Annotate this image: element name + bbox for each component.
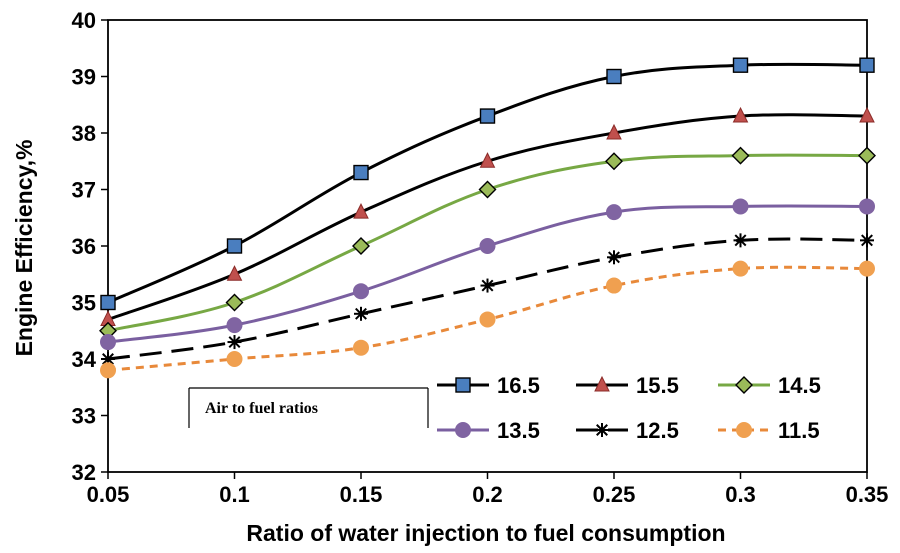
- data-point: [226, 265, 243, 281]
- data-point: [605, 152, 623, 171]
- data-point: [480, 278, 495, 293]
- data-point: [479, 152, 496, 168]
- data-point: [353, 202, 369, 219]
- legend-entry: 16.5: [437, 373, 540, 398]
- series-11-5: [100, 260, 875, 379]
- y-tick-label: 34: [72, 347, 97, 372]
- series-15-5: [100, 106, 875, 326]
- data-point: [859, 260, 875, 277]
- x-tick-label: 0.05: [87, 482, 130, 507]
- data-point: [479, 108, 496, 124]
- series-line: [107, 237, 868, 361]
- y-tick-label: 37: [72, 178, 96, 203]
- legend-marker: [736, 422, 752, 438]
- x-tick-label: 0.25: [593, 482, 636, 507]
- y-tick-label: 38: [72, 121, 96, 146]
- legend-entry: 15.5: [576, 373, 679, 398]
- y-tick-label: 40: [72, 8, 96, 33]
- data-point: [732, 260, 749, 277]
- legend-label: 11.5: [778, 418, 820, 443]
- series-12-5: [101, 233, 874, 366]
- data-point: [732, 198, 749, 215]
- series-16-5: [100, 57, 875, 311]
- data-point: [353, 339, 369, 356]
- legend-entry: 12.5: [576, 418, 679, 443]
- data-point: [226, 317, 243, 334]
- legend-marker: [735, 376, 753, 394]
- y-tick-label: 33: [72, 404, 96, 429]
- data-point: [226, 351, 243, 367]
- data-point: [732, 106, 749, 123]
- data-point: [100, 362, 116, 379]
- data-point: [859, 198, 875, 215]
- data-point: [100, 334, 116, 351]
- y-tick-label: 35: [72, 291, 96, 316]
- x-tick-label: 0.2: [472, 482, 503, 507]
- legend-label: 14.5: [778, 373, 821, 398]
- data-point: [607, 250, 621, 265]
- x-axis-title: Ratio of water injection to fuel consump…: [246, 520, 725, 546]
- data-point: [732, 57, 749, 73]
- legend-entry: 13.5: [437, 418, 540, 443]
- legend-label: 13.5: [497, 418, 540, 443]
- legend-marker: [594, 375, 610, 392]
- annotation-label: Air to fuel ratios: [205, 400, 318, 417]
- data-point: [733, 233, 748, 248]
- legend-label: 15.5: [636, 373, 679, 398]
- y-axis-title: Engine Efficiency,%: [11, 140, 37, 357]
- data-point: [226, 238, 243, 254]
- x-tick-label: 0.1: [219, 482, 250, 507]
- data-point: [225, 293, 244, 312]
- data-point: [606, 68, 622, 85]
- data-point: [352, 237, 370, 255]
- data-point: [859, 106, 875, 123]
- data-point: [353, 283, 369, 300]
- data-point: [860, 233, 874, 248]
- data-point: [606, 123, 622, 140]
- data-point: [353, 164, 369, 181]
- series-13-5: [100, 198, 875, 351]
- y-tick-label: 32: [72, 460, 96, 485]
- legend-entry: 14.5: [718, 373, 821, 398]
- x-tick-label: 0.35: [846, 482, 889, 507]
- legend-label: 12.5: [636, 418, 679, 443]
- data-point: [606, 277, 622, 294]
- data-point: [100, 294, 116, 311]
- y-tick-label: 36: [72, 234, 96, 259]
- data-point: [731, 146, 750, 165]
- data-point: [606, 204, 622, 221]
- legend-entry: 11.5: [718, 418, 820, 443]
- x-tick-label: 0.3: [725, 482, 756, 507]
- legend-marker: [455, 422, 471, 438]
- legend-marker: [455, 377, 471, 393]
- y-tick-label: 39: [72, 65, 96, 90]
- data-point: [479, 238, 496, 254]
- data-point: [858, 146, 876, 165]
- data-point: [478, 180, 497, 199]
- legend-marker: [595, 423, 609, 437]
- x-tick-label: 0.15: [340, 482, 383, 507]
- legend-label: 16.5: [497, 373, 540, 398]
- legend: 16.5 15.5 14.5 13.5 12.5 11.5: [437, 373, 821, 443]
- data-point: [354, 306, 368, 321]
- data-point: [479, 311, 496, 328]
- data-point: [859, 57, 875, 73]
- data-point: [227, 335, 242, 350]
- series-14-5: [99, 146, 876, 340]
